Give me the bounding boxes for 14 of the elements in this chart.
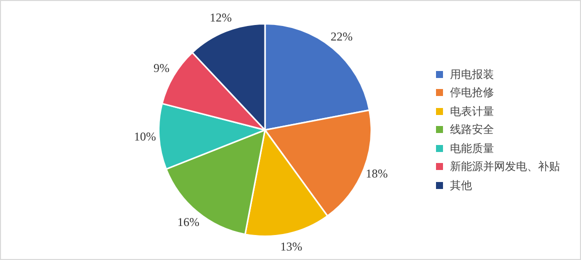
legend-label: 用电报装 [450,66,494,82]
data-label: 13% [280,240,302,254]
legend-label: 新能源并网发电、补贴 [450,159,560,174]
data-label: 10% [134,130,156,144]
data-label: 16% [177,214,200,229]
data-label: 22% [330,30,353,44]
data-label: 9% [153,60,170,75]
legend-label: 停电抢修 [450,85,494,100]
data-label: 12% [210,10,232,24]
legend-label: 其他 [450,178,472,193]
legend-label: 线路安全 [450,122,494,138]
legend-label: 电能质量 [450,140,494,156]
data-label: 18% [366,166,388,180]
legend-label: 电表计量 [450,104,494,119]
